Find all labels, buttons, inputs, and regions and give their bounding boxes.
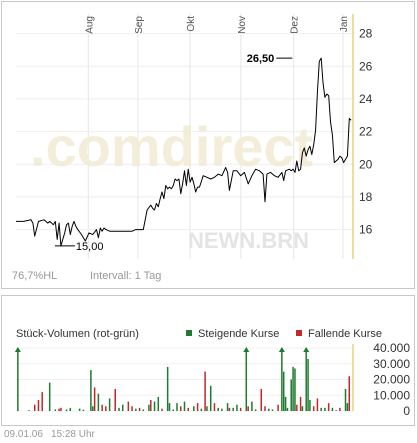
legend-label-up: Steigende Kurse (198, 328, 279, 340)
price-chart: .comdirect NEWN.BRN Aug Sep Okt Nov Dez Jan 1… (12, 14, 373, 282)
watermark-brand: .comdirect (30, 115, 313, 178)
volume-grid (16, 344, 354, 412)
legend-swatch-down (296, 330, 302, 336)
high-label: 26,50 (247, 53, 275, 65)
month-label: Okt (186, 16, 197, 32)
price-tick-label: 18 (359, 190, 373, 204)
volume-overflow-marker (243, 347, 250, 352)
volume-legend: Steigende Kurse Fallende Kurse (186, 328, 382, 340)
month-label: Jan (339, 16, 350, 32)
month-label: Sep (134, 16, 145, 34)
volume-bars (14, 347, 351, 411)
volume-chart: Stück-Volumen (rot-grün) Steigende Kurse… (14, 328, 410, 418)
volume-overflow-marker (278, 347, 285, 352)
volume-tick-label: 10.000 (373, 388, 410, 402)
price-tick-label: 24 (359, 92, 373, 106)
volume-overflow-marker (303, 347, 310, 352)
volume-overflow-marker (14, 347, 21, 352)
footer-time: 15:28 Uhr (50, 429, 95, 440)
price-tick-label: 22 (359, 125, 373, 139)
low-label: 15,00 (76, 241, 104, 253)
volume-tick-label: 0 (403, 404, 410, 418)
watermark: .comdirect NEWN.BRN (30, 115, 313, 253)
watermark-ticker: NEWN.BRN (188, 228, 309, 253)
price-series-line (16, 57, 352, 247)
price-line (16, 57, 352, 247)
volume-chart-panel: Stück-Volumen (rot-grün) Steigende Kurse… (1, 295, 415, 426)
timestamp-footer: 09.01.06 15:28 Uhr (4, 429, 103, 440)
month-label: Dez (290, 16, 301, 34)
volume-tick-label: 30.000 (373, 357, 410, 371)
price-tick-label: 16 (359, 223, 373, 237)
volatility-value: 76,7 (12, 270, 33, 282)
interval-label: Intervall: 1 Tag (90, 270, 161, 282)
price-chart-panel: .comdirect NEWN.BRN Aug Sep Okt Nov Dez Jan 1… (1, 1, 415, 289)
footer-date: 09.01.06 (4, 429, 43, 440)
price-footer-stats: 76,7%HL Intervall: 1 Tag (12, 270, 161, 282)
legend-label-down: Fallende Kurse (308, 328, 382, 340)
volatility-label: 76,7%HL (12, 270, 57, 282)
price-y-axis: 16 18 20 22 24 26 28 (359, 27, 373, 237)
price-annotations: 26,50 15,00 (54, 53, 293, 253)
volatility-unit: %HL (33, 270, 57, 282)
price-grid (16, 14, 354, 259)
volume-tick-label: 20.000 (373, 373, 410, 387)
month-label: Nov (237, 16, 248, 34)
price-tick-label: 28 (359, 27, 373, 41)
legend-swatch-up (186, 330, 192, 336)
month-labels: Aug Sep Okt Nov Dez Jan (84, 16, 350, 34)
volume-tick-label: 40.000 (373, 341, 410, 355)
price-tick-label: 20 (359, 157, 373, 171)
price-tick-label: 26 (359, 59, 373, 73)
month-label: Aug (84, 16, 95, 34)
volume-title: Stück-Volumen (rot-grün) (16, 328, 139, 340)
